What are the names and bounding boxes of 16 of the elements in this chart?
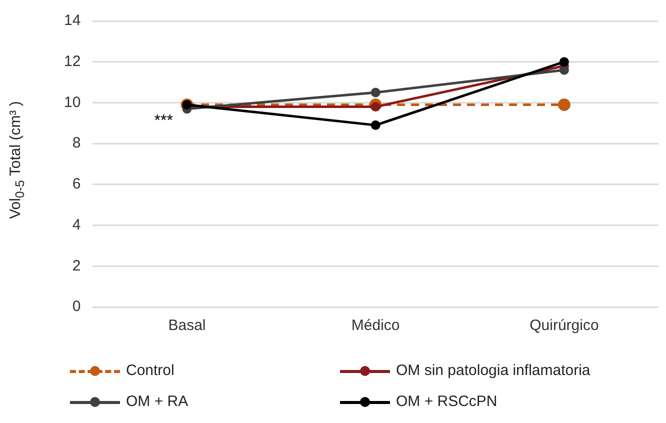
y-tick-label: 4	[72, 216, 81, 234]
y-tick-label: 6	[72, 176, 81, 193]
annotation: ***	[154, 112, 173, 130]
legend-label: Control	[126, 362, 174, 379]
legend-label: OM sin patologia inflamatoria	[396, 362, 590, 379]
x-tick-label: Basal	[168, 317, 206, 334]
y-tick-label: 0	[72, 298, 81, 316]
y-tick-label: 12	[64, 53, 81, 70]
x-tick-label: Quirúrgico	[530, 317, 599, 334]
y-tick-label: 2	[72, 257, 81, 274]
legend-label: OM + RA	[126, 393, 188, 410]
y-tick-label: 14	[64, 12, 81, 30]
legend-label: OM + RSCcPN	[396, 393, 498, 410]
y-tick-label: 8	[72, 134, 81, 152]
x-tick-label: Médico	[351, 317, 400, 334]
y-tick-label: 10	[64, 94, 81, 111]
